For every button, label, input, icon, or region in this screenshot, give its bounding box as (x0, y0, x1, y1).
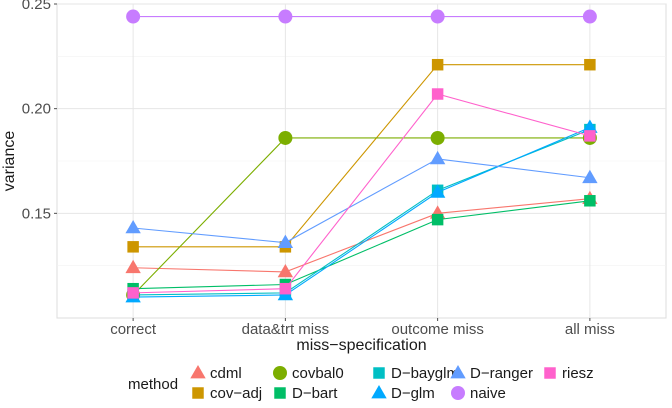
data-point (431, 58, 444, 71)
data-point (127, 241, 139, 253)
legend-key (373, 367, 385, 379)
grid-lines (57, 3, 666, 318)
legend-item: cov−adj (192, 385, 262, 402)
data-point (278, 130, 293, 145)
series-line (132, 137, 590, 296)
series-line (133, 64, 590, 248)
y-tick-label: 0.15 (22, 205, 51, 222)
series-layer (125, 9, 598, 303)
legend-item: covbal0 (273, 365, 344, 382)
series-riesz (127, 88, 596, 299)
data-point (430, 130, 445, 145)
legend-label: D−ranger (470, 365, 533, 382)
data-point (582, 169, 598, 184)
legend-key (450, 365, 466, 379)
series-line (133, 127, 591, 298)
data-point (127, 287, 139, 299)
x-axis-ticks: correct data&trt miss outcome miss all miss (110, 318, 615, 338)
legend-key (544, 367, 556, 379)
legend-label: riesz (562, 365, 594, 382)
data-point (277, 263, 294, 278)
x-tick-label: correct (110, 321, 157, 338)
data-point (584, 195, 596, 207)
x-tick-label: data&trt miss (242, 321, 330, 338)
series-line (133, 93, 591, 294)
legend-label: covbal0 (292, 365, 344, 382)
legend-item: D−ranger (450, 365, 533, 382)
legend-key (273, 366, 287, 380)
legend: method cdml cov−adj covbal0 D−bart D−bayglm D… (128, 365, 594, 402)
data-point (582, 119, 598, 133)
data-point (279, 282, 292, 295)
legend-item: D−bart (274, 385, 338, 402)
x-tick-label: all miss (565, 321, 615, 338)
series-line (133, 198, 590, 273)
data-point (277, 234, 294, 248)
y-axis-title: variance (1, 131, 18, 192)
legend-item: D−bayglm (373, 365, 459, 382)
legend-label: D−bart (292, 385, 338, 402)
legend-title: method (128, 376, 178, 393)
legend-label: cdml (210, 365, 242, 382)
x-tick-label: outcome miss (391, 321, 484, 338)
legend-label: naive (470, 385, 506, 402)
legend-key (192, 387, 204, 399)
legend-item: naive (451, 385, 506, 402)
data-point (584, 130, 596, 142)
legend-label: D−glm (391, 385, 435, 402)
data-point (125, 220, 141, 234)
legend-label: D−bayglm (391, 365, 459, 382)
legend-key (190, 365, 206, 379)
y-axis-ticks: 0.15 0.20 0.25 (22, 0, 57, 222)
legend-key (451, 386, 465, 400)
data-point (429, 184, 446, 198)
legend-label: cov−adj (210, 385, 262, 402)
legend-item: riesz (544, 365, 594, 382)
data-point (125, 259, 141, 274)
series-line (133, 200, 590, 290)
data-point (430, 9, 445, 24)
data-point (584, 58, 596, 71)
y-tick-label: 0.20 (22, 101, 51, 118)
legend-item: D−glm (371, 385, 435, 402)
series-d-ranger (125, 150, 598, 248)
legend-item: cdml (190, 365, 242, 382)
x-axis-title: miss−specification (296, 337, 426, 354)
legend-key (274, 387, 286, 399)
data-point (278, 9, 293, 24)
series-line (133, 158, 590, 244)
legend-key (371, 385, 387, 399)
data-point (431, 88, 444, 100)
data-point (126, 9, 141, 24)
data-point (582, 9, 597, 24)
y-tick-label: 0.25 (22, 0, 51, 13)
data-point (431, 213, 444, 226)
data-point (429, 150, 446, 165)
series-naive (126, 9, 597, 24)
